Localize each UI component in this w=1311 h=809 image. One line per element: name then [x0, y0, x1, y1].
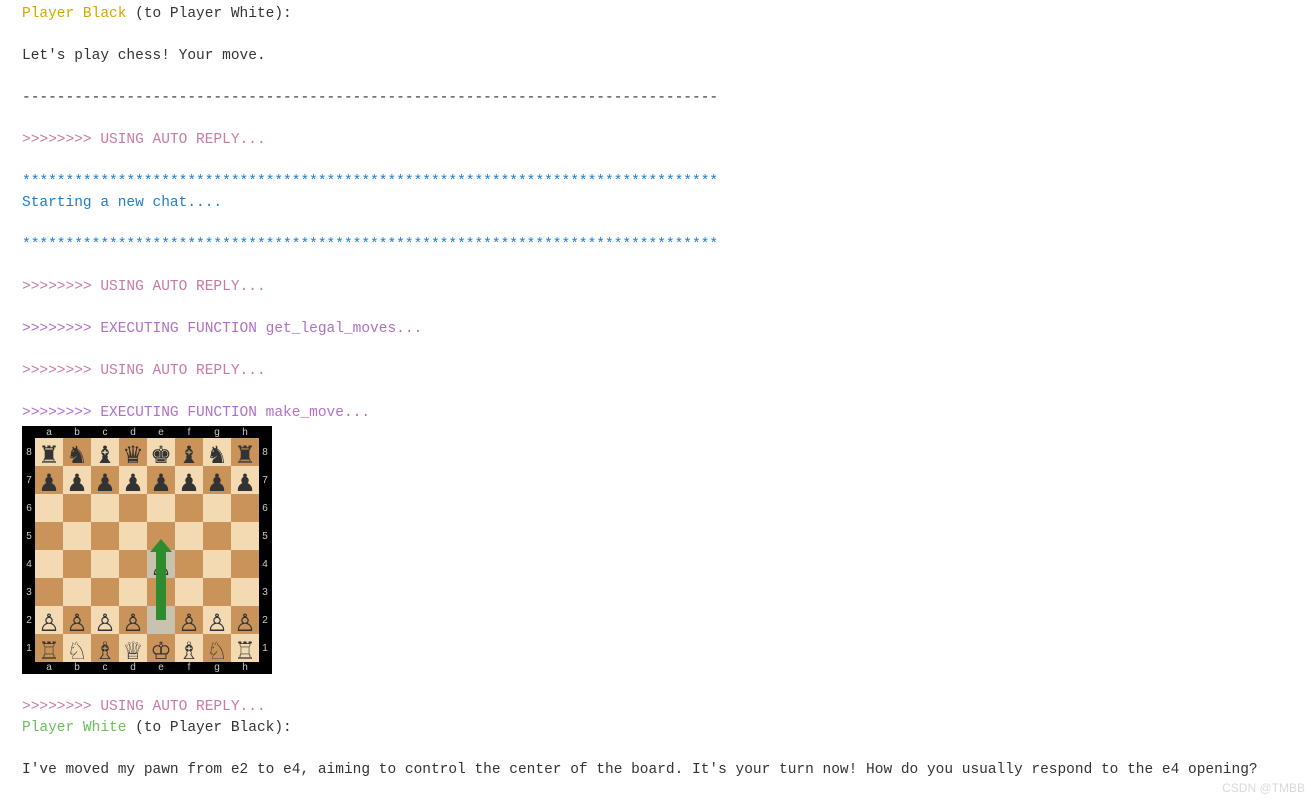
square-h5	[231, 522, 259, 550]
board-corner	[23, 427, 35, 438]
board-coord: 5	[23, 522, 35, 550]
auto-reply-4: >>>>>>>> USING AUTO REPLY...	[22, 697, 1289, 718]
square-d7: ♟	[119, 466, 147, 494]
square-f4	[175, 550, 203, 578]
move-arrow	[156, 550, 166, 620]
board-coord: 7	[23, 466, 35, 494]
square-h1: ♖	[231, 634, 259, 662]
square-d5	[119, 522, 147, 550]
square-d1: ♕	[119, 634, 147, 662]
white-message: I've moved my pawn from e2 to e4, aiming…	[22, 760, 1289, 781]
square-e6	[147, 494, 175, 522]
square-a4	[35, 550, 63, 578]
square-c5	[91, 522, 119, 550]
to-black: (to Player Black):	[126, 720, 291, 736]
square-a7: ♟	[35, 466, 63, 494]
board-coord: 7	[259, 466, 271, 494]
square-h7: ♟	[231, 466, 259, 494]
stars-1: ****************************************…	[22, 172, 1289, 193]
square-f6	[175, 494, 203, 522]
square-e7: ♟	[147, 466, 175, 494]
square-b1: ♘	[63, 634, 91, 662]
board-coord: 2	[23, 606, 35, 634]
square-a6	[35, 494, 63, 522]
square-a1: ♖	[35, 634, 63, 662]
stars-2: ****************************************…	[22, 235, 1289, 256]
square-h6	[231, 494, 259, 522]
square-a5	[35, 522, 63, 550]
board-coord: 6	[259, 494, 271, 522]
square-f5	[175, 522, 203, 550]
square-b4	[63, 550, 91, 578]
divider-dashes: ----------------------------------------…	[22, 88, 1289, 109]
board-corner	[259, 662, 271, 673]
square-f1: ♗	[175, 634, 203, 662]
square-e1: ♔	[147, 634, 175, 662]
board-coord: 3	[23, 578, 35, 606]
auto-reply-3: >>>>>>>> USING AUTO REPLY...	[22, 361, 1289, 382]
log-output: Player Black (to Player White): Let's pl…	[0, 0, 1311, 809]
exec-fn-2: >>>>>>>> EXECUTING FUNCTION make_move...	[22, 403, 1289, 424]
square-g6	[203, 494, 231, 522]
square-b5	[63, 522, 91, 550]
square-c4	[91, 550, 119, 578]
board-coord: 8	[23, 438, 35, 466]
exec-fn-1: >>>>>>>> EXECUTING FUNCTION get_legal_mo…	[22, 319, 1289, 340]
square-c1: ♗	[91, 634, 119, 662]
watermark: CSDN @TMBB	[1222, 778, 1305, 799]
board-coord: 8	[259, 438, 271, 466]
board-coord: 1	[259, 634, 271, 662]
square-f7: ♟	[175, 466, 203, 494]
square-g7: ♟	[203, 466, 231, 494]
square-h4	[231, 550, 259, 578]
square-g1: ♘	[203, 634, 231, 662]
square-d4	[119, 550, 147, 578]
board-coord: 2	[259, 606, 271, 634]
sender-white: Player White	[22, 720, 126, 736]
square-d6	[119, 494, 147, 522]
board-corner	[259, 427, 271, 438]
square-b6	[63, 494, 91, 522]
board-corner	[23, 662, 35, 673]
board-coord: 1	[23, 634, 35, 662]
board-coord: 5	[259, 522, 271, 550]
line-sender-white: Player White (to Player Black):	[22, 718, 1289, 739]
board-coord: 4	[259, 550, 271, 578]
to-white: (to Player White):	[126, 6, 291, 22]
square-c6	[91, 494, 119, 522]
square-g5	[203, 522, 231, 550]
auto-reply-2: >>>>>>>> USING AUTO REPLY...	[22, 277, 1289, 298]
starting-chat: Starting a new chat....	[22, 193, 1289, 214]
square-c7: ♟	[91, 466, 119, 494]
board-coord: 6	[23, 494, 35, 522]
auto-reply-1: >>>>>>>> USING AUTO REPLY...	[22, 130, 1289, 151]
line-sender-black: Player Black (to Player White):	[22, 4, 1289, 25]
chessboard: abcdefgh8♜♞♝♛♚♝♞♜87♟♟♟♟♟♟♟♟766554♙4332♙♙…	[22, 426, 272, 674]
square-g4	[203, 550, 231, 578]
black-message: Let's play chess! Your move.	[22, 46, 1289, 67]
square-b7: ♟	[63, 466, 91, 494]
board-coord: 4	[23, 550, 35, 578]
board-coord: 3	[259, 578, 271, 606]
sender-black: Player Black	[22, 6, 126, 22]
